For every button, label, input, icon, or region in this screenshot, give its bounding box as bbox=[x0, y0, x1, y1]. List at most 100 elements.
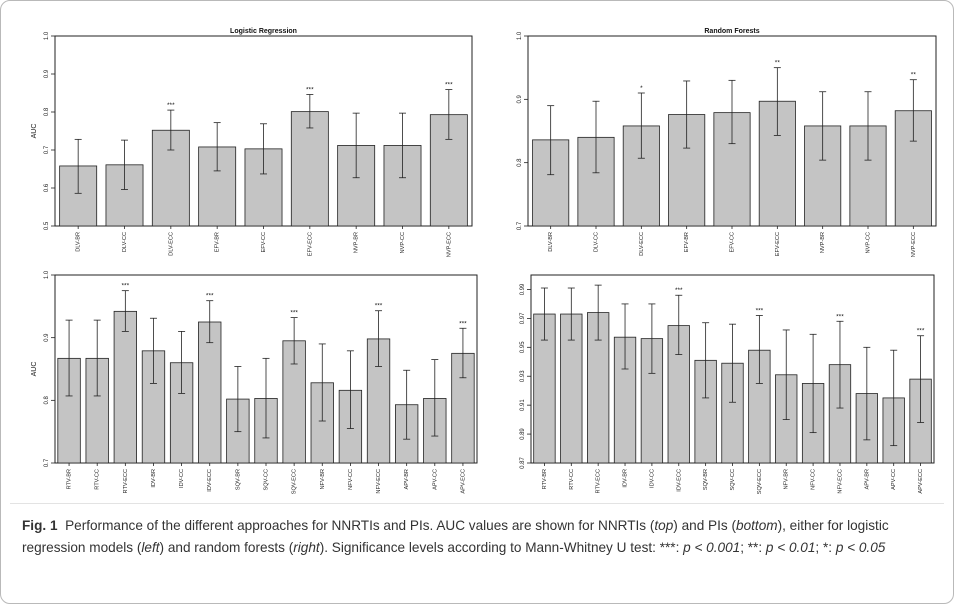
y-tick-label: 0.8 bbox=[44, 396, 50, 405]
caption-p-value: p < 0.01 bbox=[765, 539, 816, 555]
category-label: APV-BR bbox=[404, 469, 410, 490]
category-label: SQV-ECC bbox=[292, 469, 298, 494]
category-label: RTV-BR bbox=[67, 469, 73, 489]
caption-text: Performance of the different approaches … bbox=[65, 518, 655, 533]
category-label: APV-BR bbox=[864, 469, 870, 490]
caption-label: Fig. 1 bbox=[22, 518, 58, 533]
y-tick-label: 0.91 bbox=[520, 399, 526, 411]
category-label: NVP-CC bbox=[400, 232, 406, 253]
category-label: NFV-ECC bbox=[376, 469, 382, 494]
category-label: IDV-CC bbox=[649, 469, 655, 488]
category-label: IDV-BR bbox=[151, 469, 157, 488]
category-label: DLV-ECC bbox=[639, 232, 645, 256]
caption-text: ; **: bbox=[740, 539, 766, 555]
chart-figure: Logistic Regression AUC 0.5 0.6 0.7 0.8 0.9 1.0… bbox=[31, 28, 937, 494]
y-tick-label: 0.8 bbox=[517, 158, 523, 167]
chart-panel-1: Logistic Regression AUC 0.5 0.6 0.7 0.8 0.9 1.0… bbox=[31, 28, 473, 257]
y-axis-label: AUC bbox=[31, 362, 38, 377]
caption-text: ) and random forests ( bbox=[159, 539, 294, 555]
category-label: NFV-ECC bbox=[837, 469, 843, 494]
significance-marker: *** bbox=[675, 287, 683, 294]
category-label: NVP-BR bbox=[820, 232, 826, 253]
category-label: NFV-CC bbox=[811, 469, 817, 490]
category-label: NFV-CC bbox=[348, 469, 354, 490]
category-label: APV-ECC bbox=[918, 469, 924, 494]
y-tick-label: 0.9 bbox=[44, 69, 50, 78]
category-label: NFV-BR bbox=[320, 469, 326, 490]
category-label: APV-CC bbox=[891, 469, 897, 490]
category-label: IDV-CC bbox=[179, 469, 185, 488]
category-label: IDV-ECC bbox=[676, 469, 682, 492]
y-tick-label: 0.97 bbox=[520, 312, 526, 324]
y-tick-label: 0.8 bbox=[44, 107, 50, 116]
category-label: APV-ECC bbox=[460, 469, 466, 494]
significance-marker: ** bbox=[775, 60, 781, 67]
y-tick-label: 0.7 bbox=[44, 458, 50, 467]
category-label: EFV-BR bbox=[215, 232, 221, 252]
significance-marker: *** bbox=[206, 293, 214, 300]
y-tick-label: 0.9 bbox=[517, 95, 523, 104]
category-label: DLV-BR bbox=[76, 232, 82, 252]
category-label: DLV-ECC bbox=[168, 232, 174, 256]
caption-divider bbox=[10, 503, 944, 504]
y-tick-label: 1.0 bbox=[44, 270, 50, 279]
category-label: NVP-CC bbox=[865, 232, 871, 253]
y-axis-label: AUC bbox=[31, 124, 38, 139]
significance-marker: *** bbox=[836, 313, 844, 320]
category-label: EFV-BR bbox=[684, 232, 690, 252]
y-tick-label: 0.87 bbox=[520, 457, 526, 469]
category-label: RTV-CC bbox=[95, 469, 101, 490]
category-label: SQV-ECC bbox=[757, 469, 763, 494]
category-label: IDV-ECC bbox=[207, 469, 213, 492]
caption-p-value: p < 0.001 bbox=[683, 539, 741, 555]
significance-marker: *** bbox=[756, 307, 764, 314]
significance-marker: *** bbox=[375, 303, 383, 310]
significance-marker: *** bbox=[290, 310, 298, 317]
category-label: NVP-ECC bbox=[911, 232, 917, 257]
figure-caption: Fig. 1 Performance of the different appr… bbox=[22, 515, 937, 558]
significance-marker: *** bbox=[122, 283, 130, 290]
y-tick-label: 0.89 bbox=[520, 428, 526, 440]
category-label: EFV-ECC bbox=[775, 232, 781, 256]
y-tick-label: 0.99 bbox=[520, 283, 526, 295]
category-label: SQV-CC bbox=[730, 469, 736, 490]
category-label: NVP-BR bbox=[354, 232, 360, 253]
caption-text: ), either for logistic regression models… bbox=[22, 518, 889, 555]
caption-top: top bbox=[654, 518, 674, 533]
category-label: EFV-CC bbox=[729, 232, 735, 253]
category-label: SQV-CC bbox=[263, 469, 269, 490]
caption-text: ; *: bbox=[815, 539, 836, 555]
y-tick-label: 0.95 bbox=[520, 341, 526, 353]
bar bbox=[113, 310, 137, 464]
bar bbox=[290, 111, 329, 227]
category-label: IDV-BR bbox=[623, 469, 629, 488]
category-label: RTV-ECC bbox=[596, 469, 602, 493]
y-tick-label: 0.7 bbox=[517, 221, 523, 230]
category-label: DLV-CC bbox=[593, 232, 599, 252]
significance-marker: *** bbox=[917, 328, 925, 335]
category-label: EFV-ECC bbox=[307, 232, 313, 256]
significance-marker: * bbox=[640, 85, 643, 92]
chart-panel-4: 0.87 0.89 0.91 0.93 0.95 0.97 0.99 RTV-BR RTV-CC… bbox=[520, 274, 935, 494]
significance-marker: *** bbox=[459, 320, 467, 327]
chart-title: Random Forests bbox=[704, 28, 759, 35]
category-label: RTV-BR bbox=[542, 469, 548, 489]
category-label: NVP-ECC bbox=[446, 232, 452, 257]
bar bbox=[198, 321, 222, 464]
significance-marker: *** bbox=[445, 82, 453, 89]
chart-panel-2: Random Forests 0.7 0.8 0.9 1.0 DLV-BR DLV-CC * D… bbox=[517, 28, 937, 257]
significance-marker: *** bbox=[167, 102, 175, 109]
category-label: SQV-BR bbox=[703, 469, 709, 490]
caption-left: left bbox=[141, 539, 160, 555]
y-tick-label: 0.6 bbox=[44, 183, 50, 192]
y-tick-label: 0.7 bbox=[44, 145, 50, 154]
y-tick-label: 0.93 bbox=[520, 370, 526, 382]
y-tick-label: 0.5 bbox=[44, 221, 50, 230]
y-tick-label: 1.0 bbox=[517, 31, 523, 40]
category-label: APV-CC bbox=[432, 469, 438, 490]
y-tick-label: 1.0 bbox=[44, 31, 50, 40]
caption-p-value: p < 0.05 bbox=[835, 539, 886, 555]
category-label: DLV-BR bbox=[548, 232, 554, 252]
caption-right: right bbox=[293, 539, 320, 555]
y-tick-label: 0.9 bbox=[44, 333, 50, 342]
